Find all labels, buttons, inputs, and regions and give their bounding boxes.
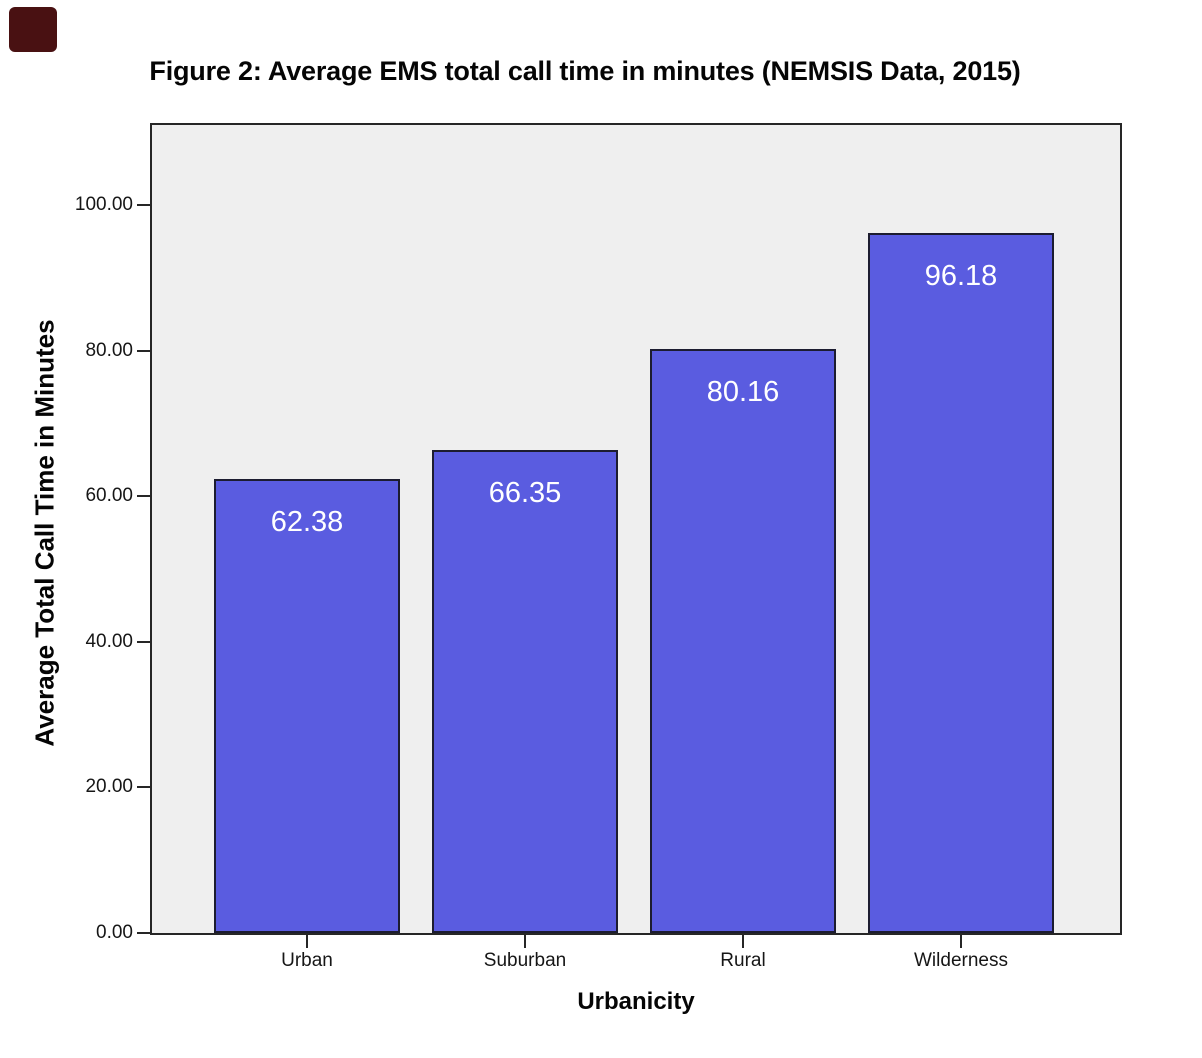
y-tick-label: 100.00 <box>74 194 133 215</box>
bar-urban <box>214 479 400 933</box>
y-tick-mark <box>137 641 151 643</box>
dark-red-corner-marker <box>9 7 57 52</box>
y-axis-title: Average Total Call Time in Minutes <box>29 319 60 747</box>
x-category-label: Suburban <box>483 950 567 971</box>
x-axis-title: Urbanicity <box>577 988 695 1015</box>
bar-value-label: 80.16 <box>706 376 780 408</box>
y-tick-label: 60.00 <box>85 485 133 506</box>
bar-wilderness <box>868 233 1054 933</box>
y-tick-mark <box>137 350 151 352</box>
x-category-label: Wilderness <box>914 950 1008 971</box>
x-tick-mark <box>742 935 744 948</box>
bar-suburban <box>432 450 618 933</box>
x-tick-mark <box>960 935 962 948</box>
x-category-label: Urban <box>281 950 333 971</box>
bar-value-label: 96.18 <box>924 260 998 292</box>
y-tick-label: 80.00 <box>85 340 133 361</box>
y-tick-mark <box>137 932 151 934</box>
chart-title: Figure 2: Average EMS total call time in… <box>149 56 1021 86</box>
bar-rural <box>650 349 836 933</box>
bar-value-label: 66.35 <box>488 477 562 509</box>
x-category-label: Rural <box>720 950 766 971</box>
y-tick-label: 0.00 <box>96 922 133 943</box>
y-tick-label: 40.00 <box>85 631 133 652</box>
x-tick-mark <box>306 935 308 948</box>
bar-value-label: 62.38 <box>270 506 344 538</box>
y-tick-label: 20.00 <box>85 776 133 797</box>
y-tick-mark <box>137 495 151 497</box>
y-tick-mark <box>137 786 151 788</box>
x-tick-mark <box>524 935 526 948</box>
y-tick-mark <box>137 204 151 206</box>
